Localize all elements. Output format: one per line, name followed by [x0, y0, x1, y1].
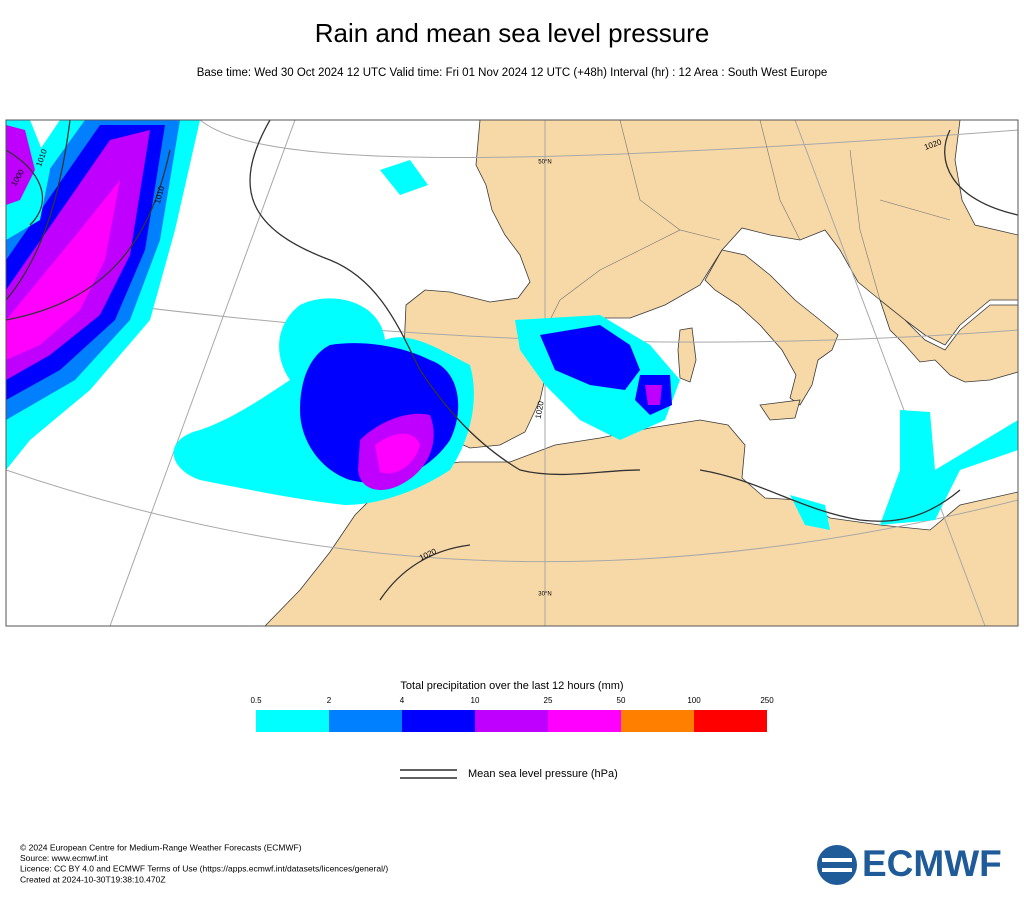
colorbar-swatch — [329, 710, 402, 732]
ecmwf-logo: ECMWF — [817, 843, 1002, 885]
land-east — [879, 298, 1018, 383]
land-sardinia — [677, 327, 697, 383]
footer-line: Created at 2024-10-30T19:38:10.470Z — [20, 874, 166, 884]
colorbar-tick-label: 250 — [760, 696, 774, 705]
map-label: 1020 — [534, 400, 546, 420]
colorbar-tick-label: 10 — [471, 696, 480, 705]
footer-line: Licence: CC BY 4.0 and ECMWF Terms of Us… — [20, 864, 388, 874]
colorbar-tick-label: 50 — [617, 696, 626, 705]
colorbar-tick-label: 4 — [400, 696, 405, 705]
colorbar-tick-label: 100 — [687, 696, 701, 705]
colorbar-swatch — [621, 710, 694, 732]
colorbar: 0.5 2 4 10 25 50 100 250 — [250, 696, 774, 732]
footer-line: Source: www.ecmwf.int — [20, 853, 108, 863]
land-sicily — [759, 399, 801, 421]
land-italy — [704, 249, 839, 406]
colorbar-tick-label: 0.5 — [250, 696, 262, 705]
map-label: 50°N — [538, 160, 551, 166]
footer: © 2024 European Centre for Medium-Range … — [20, 842, 388, 884]
colorbar-tick-label: 25 — [544, 696, 553, 705]
subtitle: Base time: Wed 30 Oct 2024 12 UTC Valid … — [197, 67, 828, 79]
colorbar-swatch — [256, 710, 329, 732]
logo-text: ECMWF — [862, 843, 1002, 884]
pressure-legend-label: Mean sea level pressure (hPa) — [468, 768, 618, 780]
colorbar-swatch — [548, 710, 621, 732]
colorbar-swatch — [402, 710, 475, 732]
precipitation — [6, 120, 1018, 530]
map-label: 30°N — [538, 592, 551, 598]
colorbar-tick-label: 2 — [327, 696, 332, 705]
colorbar-swatch — [694, 710, 767, 732]
title: Rain and mean sea level pressure — [315, 18, 710, 48]
legend-title: Total precipitation over the last 12 hou… — [400, 680, 623, 692]
colorbar-swatch — [475, 710, 548, 732]
footer-line: © 2024 European Centre for Medium-Range … — [20, 842, 302, 852]
